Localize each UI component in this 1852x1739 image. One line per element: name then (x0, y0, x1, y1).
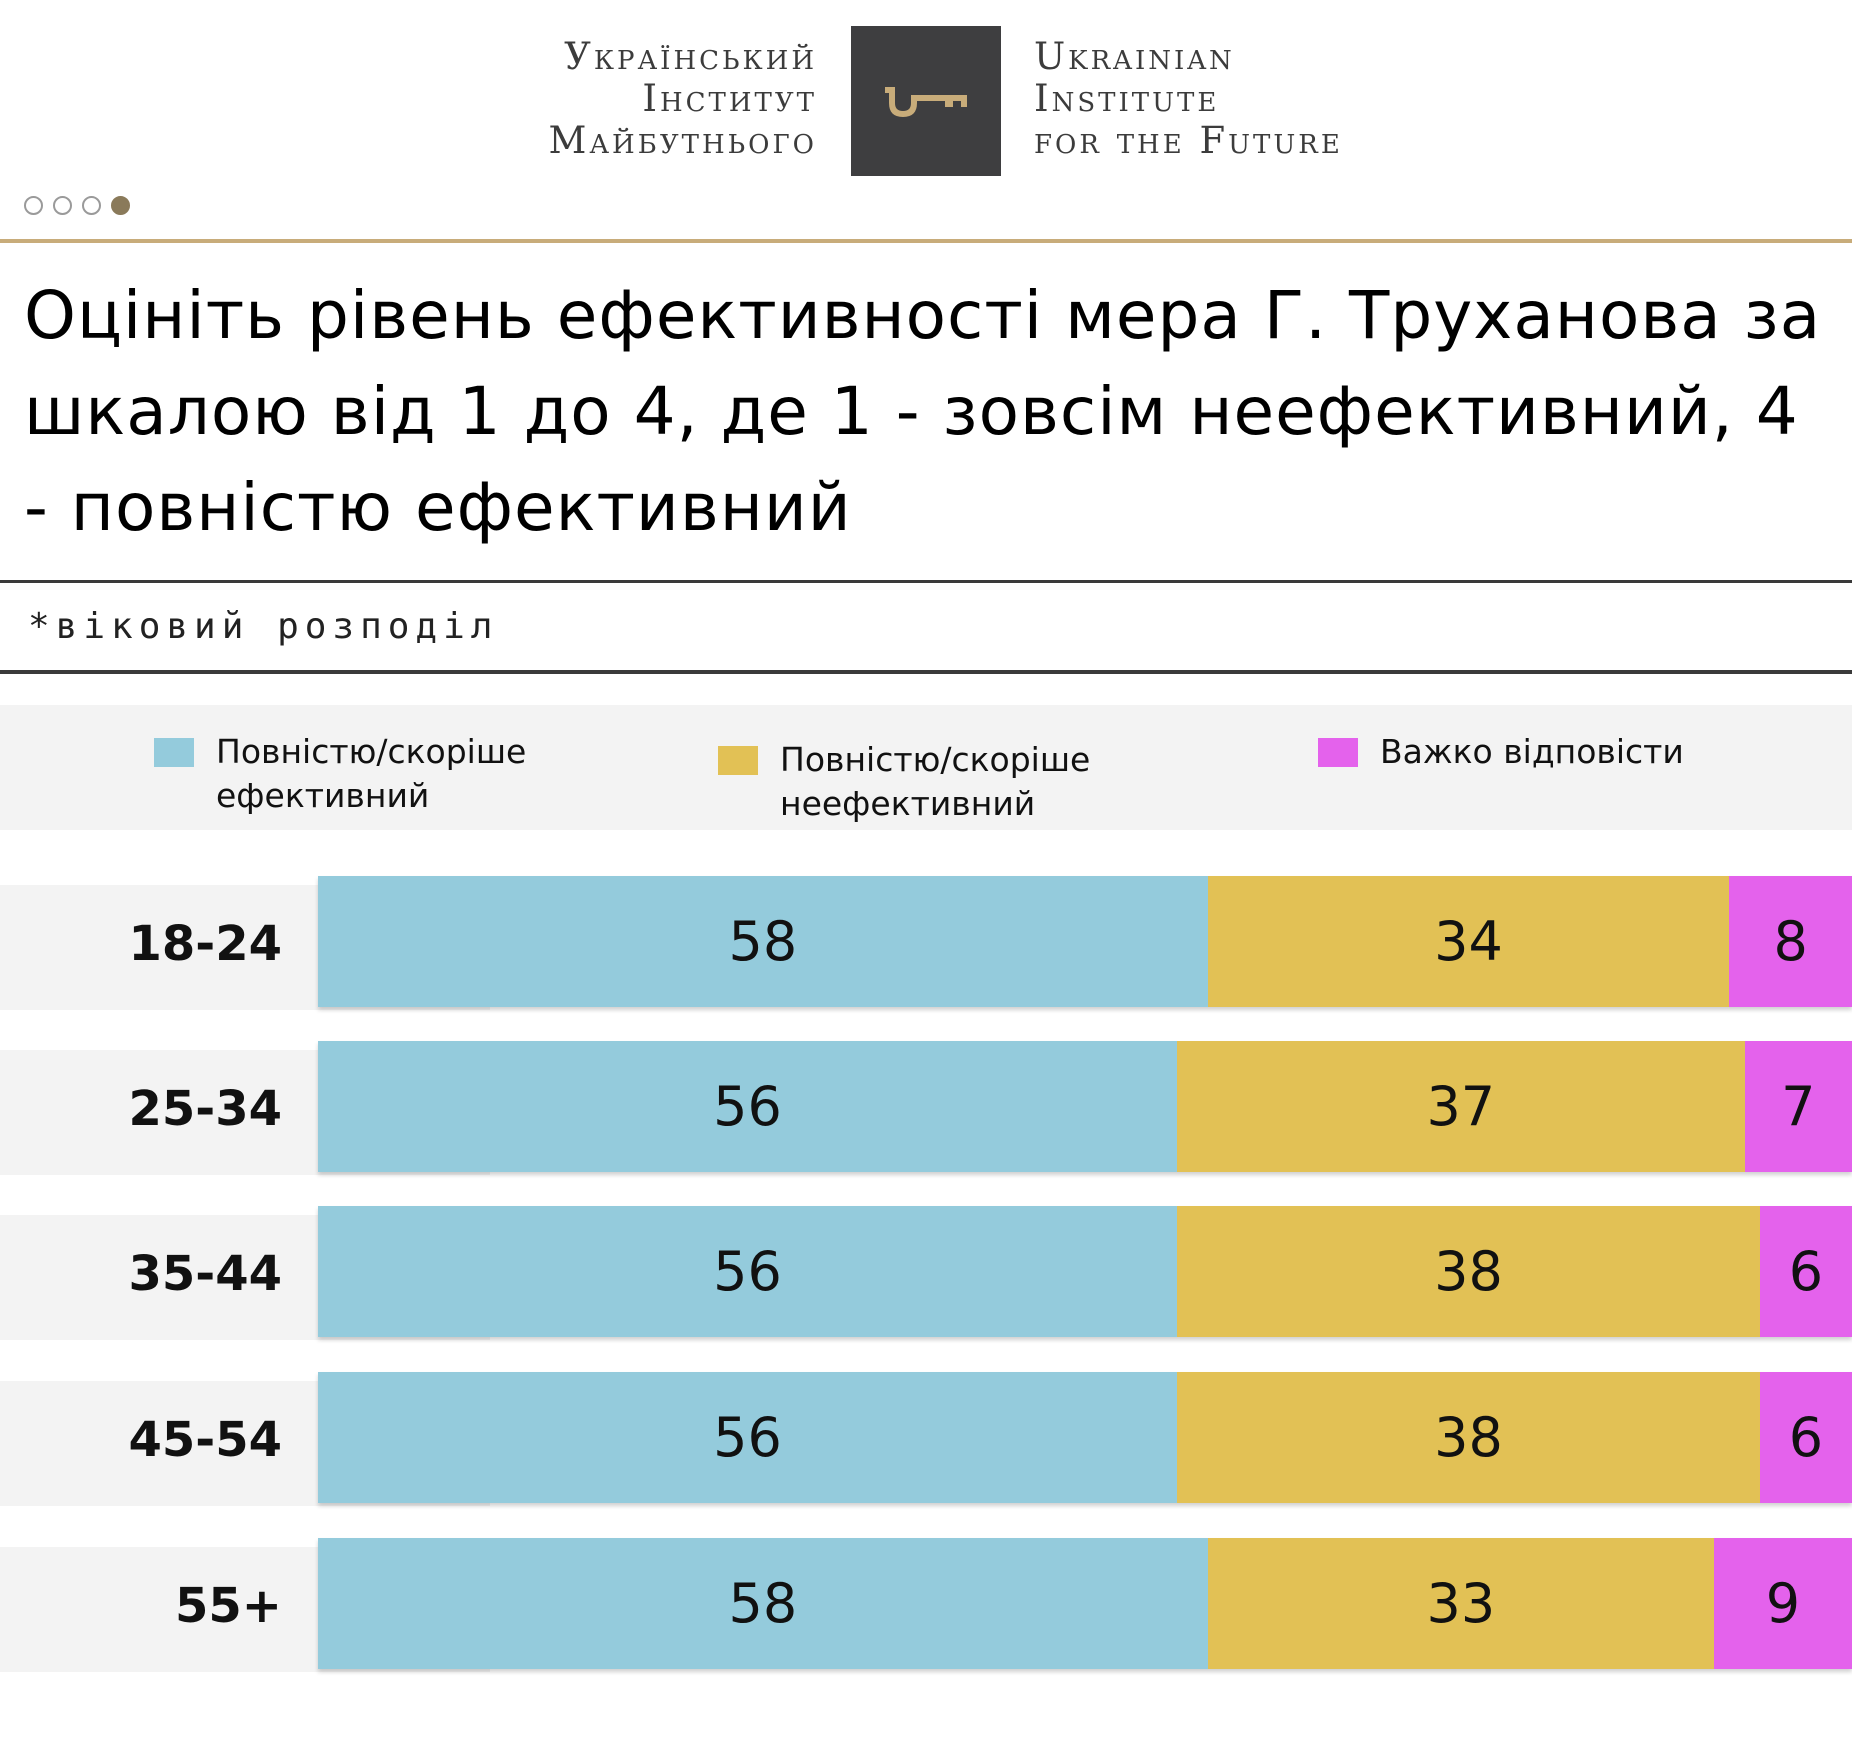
bar-segment-effective: 56 (318, 1041, 1178, 1172)
pager-dot-1[interactable] (24, 196, 43, 215)
category-label: 45-54 (128, 1412, 282, 1468)
logo-key-emblem (851, 26, 1001, 176)
legend-swatch-effective (154, 738, 194, 767)
bar-row: 58 33 9 (318, 1538, 1852, 1669)
category-label: 18-24 (128, 916, 282, 972)
logo-ua-line-3: Майбутнього (548, 119, 817, 162)
bar-segment-hard: 9 (1713, 1538, 1852, 1669)
bar-segment-ineffective: 38 (1177, 1372, 1760, 1503)
bar-segment-effective: 56 (318, 1372, 1178, 1503)
category-label: 35-44 (128, 1246, 282, 1302)
bar-segment-hard: 8 (1729, 876, 1852, 1007)
category-label: 25-34 (128, 1081, 282, 1137)
legend-item-effective: Повністю/скоріше ефективний (154, 730, 526, 818)
logo-en-line-3: for the Future (1034, 119, 1343, 162)
bar-row: 58 34 8 (318, 876, 1852, 1007)
legend-label-effective: Повністю/скоріше ефективний (216, 732, 527, 815)
bar-segment-hard: 6 (1759, 1372, 1852, 1503)
slide-pager (24, 196, 130, 215)
pager-dot-4-active[interactable] (111, 196, 130, 215)
logo-en-line-1: Ukrainian (1034, 35, 1235, 78)
divider-dark-bottom (0, 670, 1852, 674)
pager-dot-3[interactable] (82, 196, 101, 215)
bar-segment-hard: 7 (1744, 1041, 1852, 1172)
bar-segment-effective: 58 (318, 876, 1208, 1007)
bar-row: 56 38 6 (318, 1372, 1852, 1503)
legend-label-ineffective: Повністю/скоріше неефективний (780, 740, 1091, 823)
bar-segment-ineffective: 34 (1207, 876, 1730, 1007)
chart-title: Оцініть рівень ефективності мера Г. Трух… (24, 277, 1822, 546)
legend-label-hard: Важко відповісти (1380, 732, 1684, 771)
logo-text-english: Ukrainian Institute for the Future (1034, 36, 1343, 162)
bar-segment-effective: 58 (318, 1538, 1208, 1669)
divider-dark-top (0, 580, 1852, 583)
logo-text-ukrainian: Український Інститут Майбутнього (548, 36, 817, 162)
pager-dot-2[interactable] (53, 196, 72, 215)
legend (0, 705, 1852, 830)
bar-segment-effective: 56 (318, 1206, 1178, 1337)
logo-ua-line-1: Український (564, 35, 817, 78)
logo-en-line-2: Institute (1034, 77, 1220, 120)
bar-row: 56 38 6 (318, 1206, 1852, 1337)
category-label: 55+ (174, 1578, 282, 1634)
bar-segment-ineffective: 37 (1177, 1041, 1745, 1172)
divider-gold (0, 239, 1852, 243)
legend-item-hard: Важко відповісти (1318, 730, 1684, 774)
legend-swatch-ineffective (718, 746, 758, 775)
key-icon (885, 87, 967, 117)
bar-row: 56 37 7 (318, 1041, 1852, 1172)
bar-segment-ineffective: 33 (1207, 1538, 1714, 1669)
bar-segment-hard: 6 (1759, 1206, 1852, 1337)
legend-swatch-hard (1318, 738, 1358, 767)
chart-subtitle: *віковий розподіл (28, 606, 499, 647)
bar-segment-ineffective: 38 (1177, 1206, 1760, 1337)
logo-ua-line-2: Інститут (642, 77, 817, 120)
legend-item-ineffective: Повністю/скоріше неефективний (718, 738, 1090, 826)
